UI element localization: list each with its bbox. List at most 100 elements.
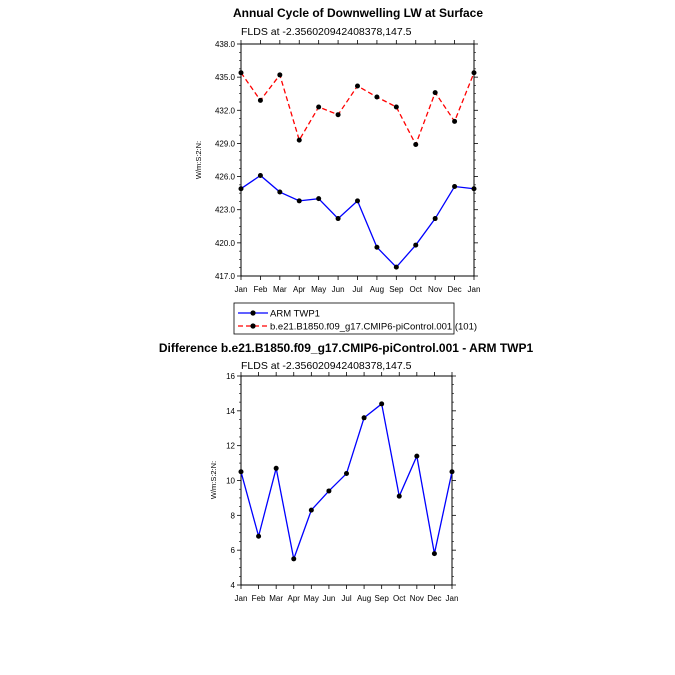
- chart2-ytick-label: 6: [231, 546, 236, 555]
- chart1-subtitle: FLDS at -2.356020942408378,147.5: [241, 26, 412, 38]
- chart1-ytick-label: 432.0: [215, 106, 236, 115]
- chart1-title: Annual Cycle of Downwelling LW at Surfac…: [233, 6, 483, 20]
- chart1-ytick-label: 420.0: [215, 239, 236, 248]
- chart1-series-line-0: [240, 174, 475, 269]
- chart1-series-0-point: [374, 244, 380, 250]
- chart1-series-1-point: [257, 97, 263, 103]
- chart2-xtick-label: Jan: [235, 594, 248, 603]
- chart1-xtick-label: Oct: [410, 285, 423, 294]
- chart1-xtick-label: Feb: [254, 285, 268, 294]
- chart1-ticks: 417.0 420.0 423.0 426.0 429.0 432.0 435.0 438.0…: [215, 40, 480, 294]
- chart2-xtick-label: Oct: [393, 594, 406, 603]
- chart2-ytick-label: 16: [226, 372, 235, 381]
- chart1-ytick-label: 435.0: [215, 73, 236, 82]
- chart2-ticks: 4 6 8 10 12 14 16 Jan Feb Mar Apr May Jun Jul Aug Sep Oc…: [226, 372, 458, 603]
- chart2-series-0-point: [308, 507, 314, 513]
- chart2-ytick-label: 8: [231, 511, 236, 520]
- chart1-series-0-point: [452, 184, 458, 190]
- chart1-series-1-point: [374, 94, 380, 100]
- chart2-series-0-point: [361, 415, 367, 421]
- chart1-series-1-point: [432, 90, 438, 96]
- chart1-ylabel: W/m:S:2:N:: [194, 141, 203, 179]
- chart1-series-1-point: [277, 72, 283, 78]
- chart1-xtick-label: Aug: [370, 285, 384, 294]
- chart1-plot-frame: [240, 43, 475, 277]
- chart2-xtick-label: Sep: [375, 594, 390, 603]
- chart1-ytick-label: 426.0: [215, 173, 236, 182]
- chart2-ytick-label: 14: [226, 407, 235, 416]
- legend-marker-arm: [250, 310, 256, 316]
- chart1-series-0-point: [335, 216, 341, 222]
- chart2-series-0-point: [449, 469, 455, 475]
- chart1-series-0-point: [296, 198, 302, 204]
- chart1-xtick-label: Jun: [332, 285, 345, 294]
- chart1-ytick-label: 429.0: [215, 139, 236, 148]
- chart2-series-0-point: [273, 465, 279, 471]
- chart1-series-1-point: [452, 118, 458, 124]
- chart1-series-0-point: [316, 196, 322, 202]
- chart1-ytick-label: 438.0: [215, 40, 236, 49]
- chart1-xtick-label: Jul: [352, 285, 362, 294]
- legend-marker-model: [250, 323, 256, 329]
- annual-cycle-chart: Annual Cycle of Downwelling LW at Surfac…: [194, 6, 483, 294]
- chart1-series-0-point: [393, 264, 399, 270]
- chart2-series-0-point: [256, 533, 262, 539]
- chart2-xtick-label: Mar: [269, 594, 283, 603]
- chart1-series-1-point: [471, 70, 477, 76]
- chart2-series-0-point: [344, 471, 349, 477]
- chart1-series-0-point: [277, 189, 283, 195]
- chart2-series-0-point: [396, 493, 402, 499]
- chart1-series-1-point: [316, 104, 322, 110]
- chart2-series-0-point: [238, 469, 244, 475]
- chart1-xtick-label: Mar: [273, 285, 287, 294]
- chart2-series-0-point: [326, 488, 332, 494]
- chart2-xtick-label: Apr: [288, 594, 301, 603]
- chart2-title: Difference b.e21.B1850.f09_g17.CMIP6-piC…: [159, 341, 534, 355]
- chart2-series-0-point: [379, 401, 385, 407]
- chart2-ytick-label: 10: [226, 477, 235, 486]
- chart2-xtick-label: Aug: [357, 594, 371, 603]
- chart2-series-0-point: [414, 453, 420, 459]
- legend-label-arm: ARM TWP1: [270, 309, 320, 320]
- chart2-series-line-0: [240, 402, 453, 562]
- chart1-series-0-point: [471, 186, 477, 192]
- chart2-xtick-label: Jul: [341, 594, 351, 603]
- chart1-series-0-point: [432, 216, 438, 222]
- chart1-xtick-label: Jan: [468, 285, 481, 294]
- chart2-xtick-label: Nov: [410, 594, 424, 603]
- chart1-series-0-point: [355, 198, 360, 204]
- chart1-xtick-label: Apr: [293, 285, 306, 294]
- chart1-series-1-point: [413, 142, 419, 148]
- legend-box: [233, 302, 455, 335]
- chart2-xtick-label: May: [304, 594, 319, 603]
- chart1-series-1-point: [355, 83, 360, 89]
- chart2-series: [238, 401, 455, 562]
- chart1-series: [238, 70, 477, 270]
- chart1-series-1-point: [335, 112, 341, 118]
- chart2-subtitle: FLDS at -2.356020942408378,147.5: [241, 360, 412, 372]
- chart1-ytick-label: 423.0: [215, 206, 236, 215]
- chart2-xtick-label: Dec: [427, 594, 441, 603]
- chart2-ylabel: W/m:S:2:N:: [209, 461, 218, 499]
- difference-chart: Difference b.e21.B1850.f09_g17.CMIP6-piC…: [159, 341, 534, 603]
- chart1-xtick-label: Sep: [389, 285, 404, 294]
- chart2-ytick-label: 4: [231, 581, 236, 590]
- chart1-series-1-point: [238, 70, 244, 76]
- chart2-xtick-label: Jun: [322, 594, 335, 603]
- chart2-xtick-label: Feb: [252, 594, 266, 603]
- chart1-ytick-label: 417.0: [215, 272, 236, 281]
- chart1-series-1-point: [296, 137, 302, 143]
- chart1-series-0-point: [413, 242, 419, 248]
- chart1-xtick-label: May: [311, 285, 326, 294]
- chart1-series-1-point: [393, 104, 399, 110]
- chart1-xtick-label: Jan: [235, 285, 248, 294]
- chart2-xtick-label: Jan: [446, 594, 459, 603]
- legend: ARM TWP1 b.e21.B1850.f09_g17.CMIP6-piCon…: [233, 302, 477, 335]
- chart1-series-0-point: [238, 186, 244, 192]
- legend-label-model: b.e21.B1850.f09_g17.CMIP6-piControl.001 …: [270, 322, 477, 333]
- chart2-series-0-point: [291, 556, 297, 562]
- chart1-xtick-label: Dec: [447, 285, 461, 294]
- chart2-series-0-point: [431, 551, 437, 557]
- chart2-ytick-label: 12: [226, 442, 235, 451]
